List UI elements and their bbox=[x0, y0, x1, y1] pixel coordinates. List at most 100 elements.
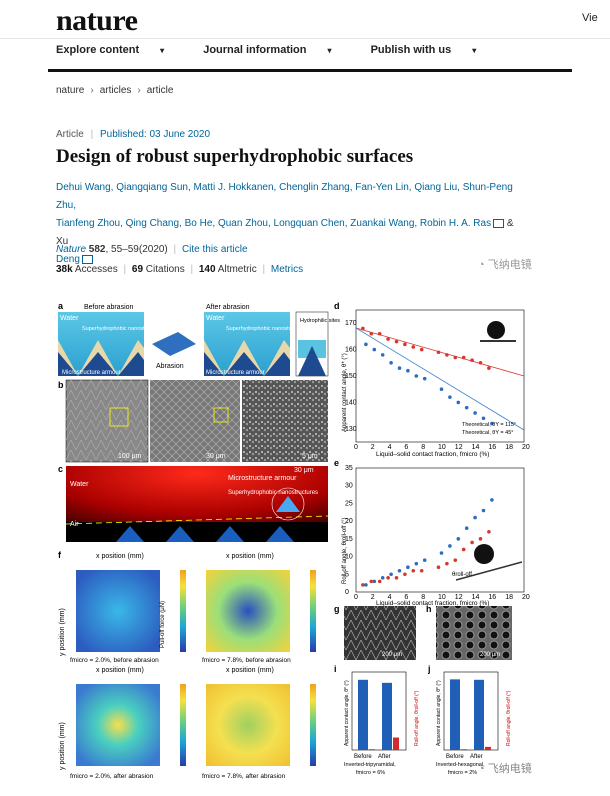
data-point bbox=[461, 547, 466, 552]
x-tick-label: 14 bbox=[472, 594, 480, 601]
data-point bbox=[386, 337, 390, 341]
panel-i: i Apparent contact angle, θ* (°) Roll-of… bbox=[334, 664, 420, 776]
x-tick-label: 12 bbox=[455, 594, 463, 601]
panel-g: g 200 μm bbox=[334, 604, 416, 660]
citations-count: 69 bbox=[131, 264, 144, 275]
breadcrumb-articles[interactable]: articles bbox=[99, 85, 132, 96]
d-ylabel: Apparent contact angle, θ* (°) bbox=[342, 353, 348, 432]
data-point bbox=[411, 345, 416, 349]
nav-journal-information[interactable]: Journal information ▾ bbox=[203, 44, 332, 56]
journal-volume: 582 bbox=[88, 244, 106, 255]
view-link[interactable]: Vie bbox=[582, 12, 598, 24]
y-tick-label: 170 bbox=[345, 320, 357, 327]
wechat-icon: ◔ bbox=[478, 259, 485, 271]
data-point bbox=[369, 579, 374, 584]
svg-text:fmicro = 2%: fmicro = 2% bbox=[448, 770, 477, 776]
chevron-down-icon: ▾ bbox=[160, 46, 165, 55]
bar-rolloff-angle bbox=[369, 749, 375, 750]
x-tick-label: 12 bbox=[455, 444, 463, 451]
mail-icon[interactable] bbox=[81, 254, 93, 264]
journal-name[interactable]: Nature bbox=[56, 244, 87, 255]
panel-a-water: Water bbox=[60, 315, 79, 322]
svg-text:After: After bbox=[378, 754, 391, 760]
data-point bbox=[464, 405, 469, 410]
panel-label-f: f bbox=[58, 550, 62, 560]
breadcrumb-article: article bbox=[146, 85, 174, 96]
data-point bbox=[490, 421, 494, 426]
data-point bbox=[419, 568, 424, 573]
svg-text:Roll-off angle, θroll-off (°): Roll-off angle, θroll-off (°) bbox=[506, 690, 512, 746]
nav-publish-with-us[interactable]: Publish with us ▾ bbox=[370, 44, 477, 56]
sem-image-3 bbox=[242, 380, 328, 462]
data-point bbox=[411, 568, 416, 573]
authors-line-1[interactable]: Dehui Wang, Qiangqiang Sun, Matti J. Hok… bbox=[56, 182, 513, 211]
data-point bbox=[456, 400, 461, 405]
x-tick-label: 0 bbox=[354, 594, 358, 601]
hydrophilic-tip bbox=[298, 346, 326, 376]
altmetric-count: 140 bbox=[198, 264, 216, 275]
panel-label-g: g bbox=[334, 604, 340, 614]
data-point bbox=[473, 515, 477, 520]
article-metrics: 38k Accesses | 69 Citations | 140 Altmet… bbox=[56, 264, 304, 275]
authors-line-3[interactable]: Deng bbox=[56, 254, 80, 265]
data-point bbox=[439, 387, 444, 391]
chevron-right-icon: › bbox=[137, 85, 141, 96]
j-bars bbox=[450, 679, 491, 750]
x-tick-label: 6 bbox=[404, 444, 408, 451]
altmetric-label: Altmetric bbox=[217, 264, 257, 275]
mail-icon[interactable] bbox=[493, 218, 505, 228]
journal-pages: , 55–59 bbox=[105, 244, 139, 255]
bar-contact-angle bbox=[474, 679, 484, 750]
y-tick-label: 150 bbox=[345, 373, 357, 380]
d-theory-label-2: Theoretical, θY = 45° bbox=[462, 430, 513, 436]
e-xlabel: Liquid–solid contact fraction, fmicro (%… bbox=[376, 600, 489, 607]
wechat-icon: ◔ bbox=[478, 763, 485, 775]
svg-text:fmicro = 2.0%, before abrasion: fmicro = 2.0%, before abrasion bbox=[70, 657, 159, 664]
data-point bbox=[414, 561, 419, 566]
data-point bbox=[397, 568, 402, 573]
heatmap-4: x position (mm) fmicro = 7.8%, after abr… bbox=[202, 667, 316, 780]
heatmap-2: x position (mm) fmicro = 7.8%, before ab… bbox=[202, 553, 316, 664]
svg-text:fmicro = 6%: fmicro = 6% bbox=[356, 770, 385, 776]
svg-text:Roll-off angle, θroll-off (°): Roll-off angle, θroll-off (°) bbox=[414, 690, 420, 746]
svg-text:x position (mm): x position (mm) bbox=[96, 667, 144, 674]
panel-c-armour: Microstructure armour bbox=[228, 475, 297, 482]
authors-line-2[interactable]: Tianfeng Zhou, Qing Chang, Bo He, Quan Z… bbox=[56, 218, 492, 229]
accesses-label: Accesses bbox=[74, 264, 118, 275]
panel-a-sites: Hydrophilic sites bbox=[300, 318, 340, 324]
breadcrumb-nature[interactable]: nature bbox=[56, 85, 85, 96]
nature-logo[interactable]: nature bbox=[56, 4, 138, 37]
y-tick-label: 10 bbox=[345, 554, 353, 561]
panel-c-nano: Superhydrophobic nanostructures bbox=[228, 490, 318, 496]
x-tick-label: 16 bbox=[488, 444, 496, 451]
published-date: Published: 03 June 2020 bbox=[99, 129, 211, 140]
panel-a-after: After abrasion bbox=[206, 304, 250, 311]
heatmap-1: x position (mm) Pull-off force (μN) y po… bbox=[59, 553, 186, 664]
data-point bbox=[453, 558, 458, 562]
data-point bbox=[389, 361, 393, 365]
x-tick-label: 2 bbox=[371, 594, 375, 601]
y-tick-label: 140 bbox=[345, 399, 357, 406]
y-tick-label: 160 bbox=[345, 347, 357, 354]
article-figure[interactable]: a Before abrasion After abrasion Water S… bbox=[56, 300, 532, 780]
bar-contact-angle bbox=[382, 682, 392, 750]
x-tick-label: 0 bbox=[354, 444, 358, 451]
svg-text:Inverted-hexagonal,: Inverted-hexagonal, bbox=[436, 762, 485, 768]
svg-text:200 μm: 200 μm bbox=[480, 652, 500, 658]
data-point bbox=[470, 540, 474, 545]
metrics-link[interactable]: Metrics bbox=[270, 264, 304, 275]
data-point bbox=[439, 551, 444, 555]
data-point bbox=[448, 544, 452, 548]
i-bars bbox=[358, 679, 399, 750]
d-theory-blue bbox=[355, 327, 525, 431]
data-point bbox=[478, 537, 483, 541]
nav-explore-content[interactable]: Explore content ▾ bbox=[56, 44, 165, 56]
zoom-box-1 bbox=[109, 407, 129, 427]
y-tick-label: 15 bbox=[345, 536, 353, 543]
data-point bbox=[386, 576, 390, 580]
cite-this-article-link[interactable]: Cite this article bbox=[181, 244, 248, 255]
data-point bbox=[394, 576, 399, 580]
article-type: Article bbox=[56, 129, 84, 140]
data-point bbox=[422, 558, 427, 562]
panel-c-water: Water bbox=[70, 481, 89, 488]
